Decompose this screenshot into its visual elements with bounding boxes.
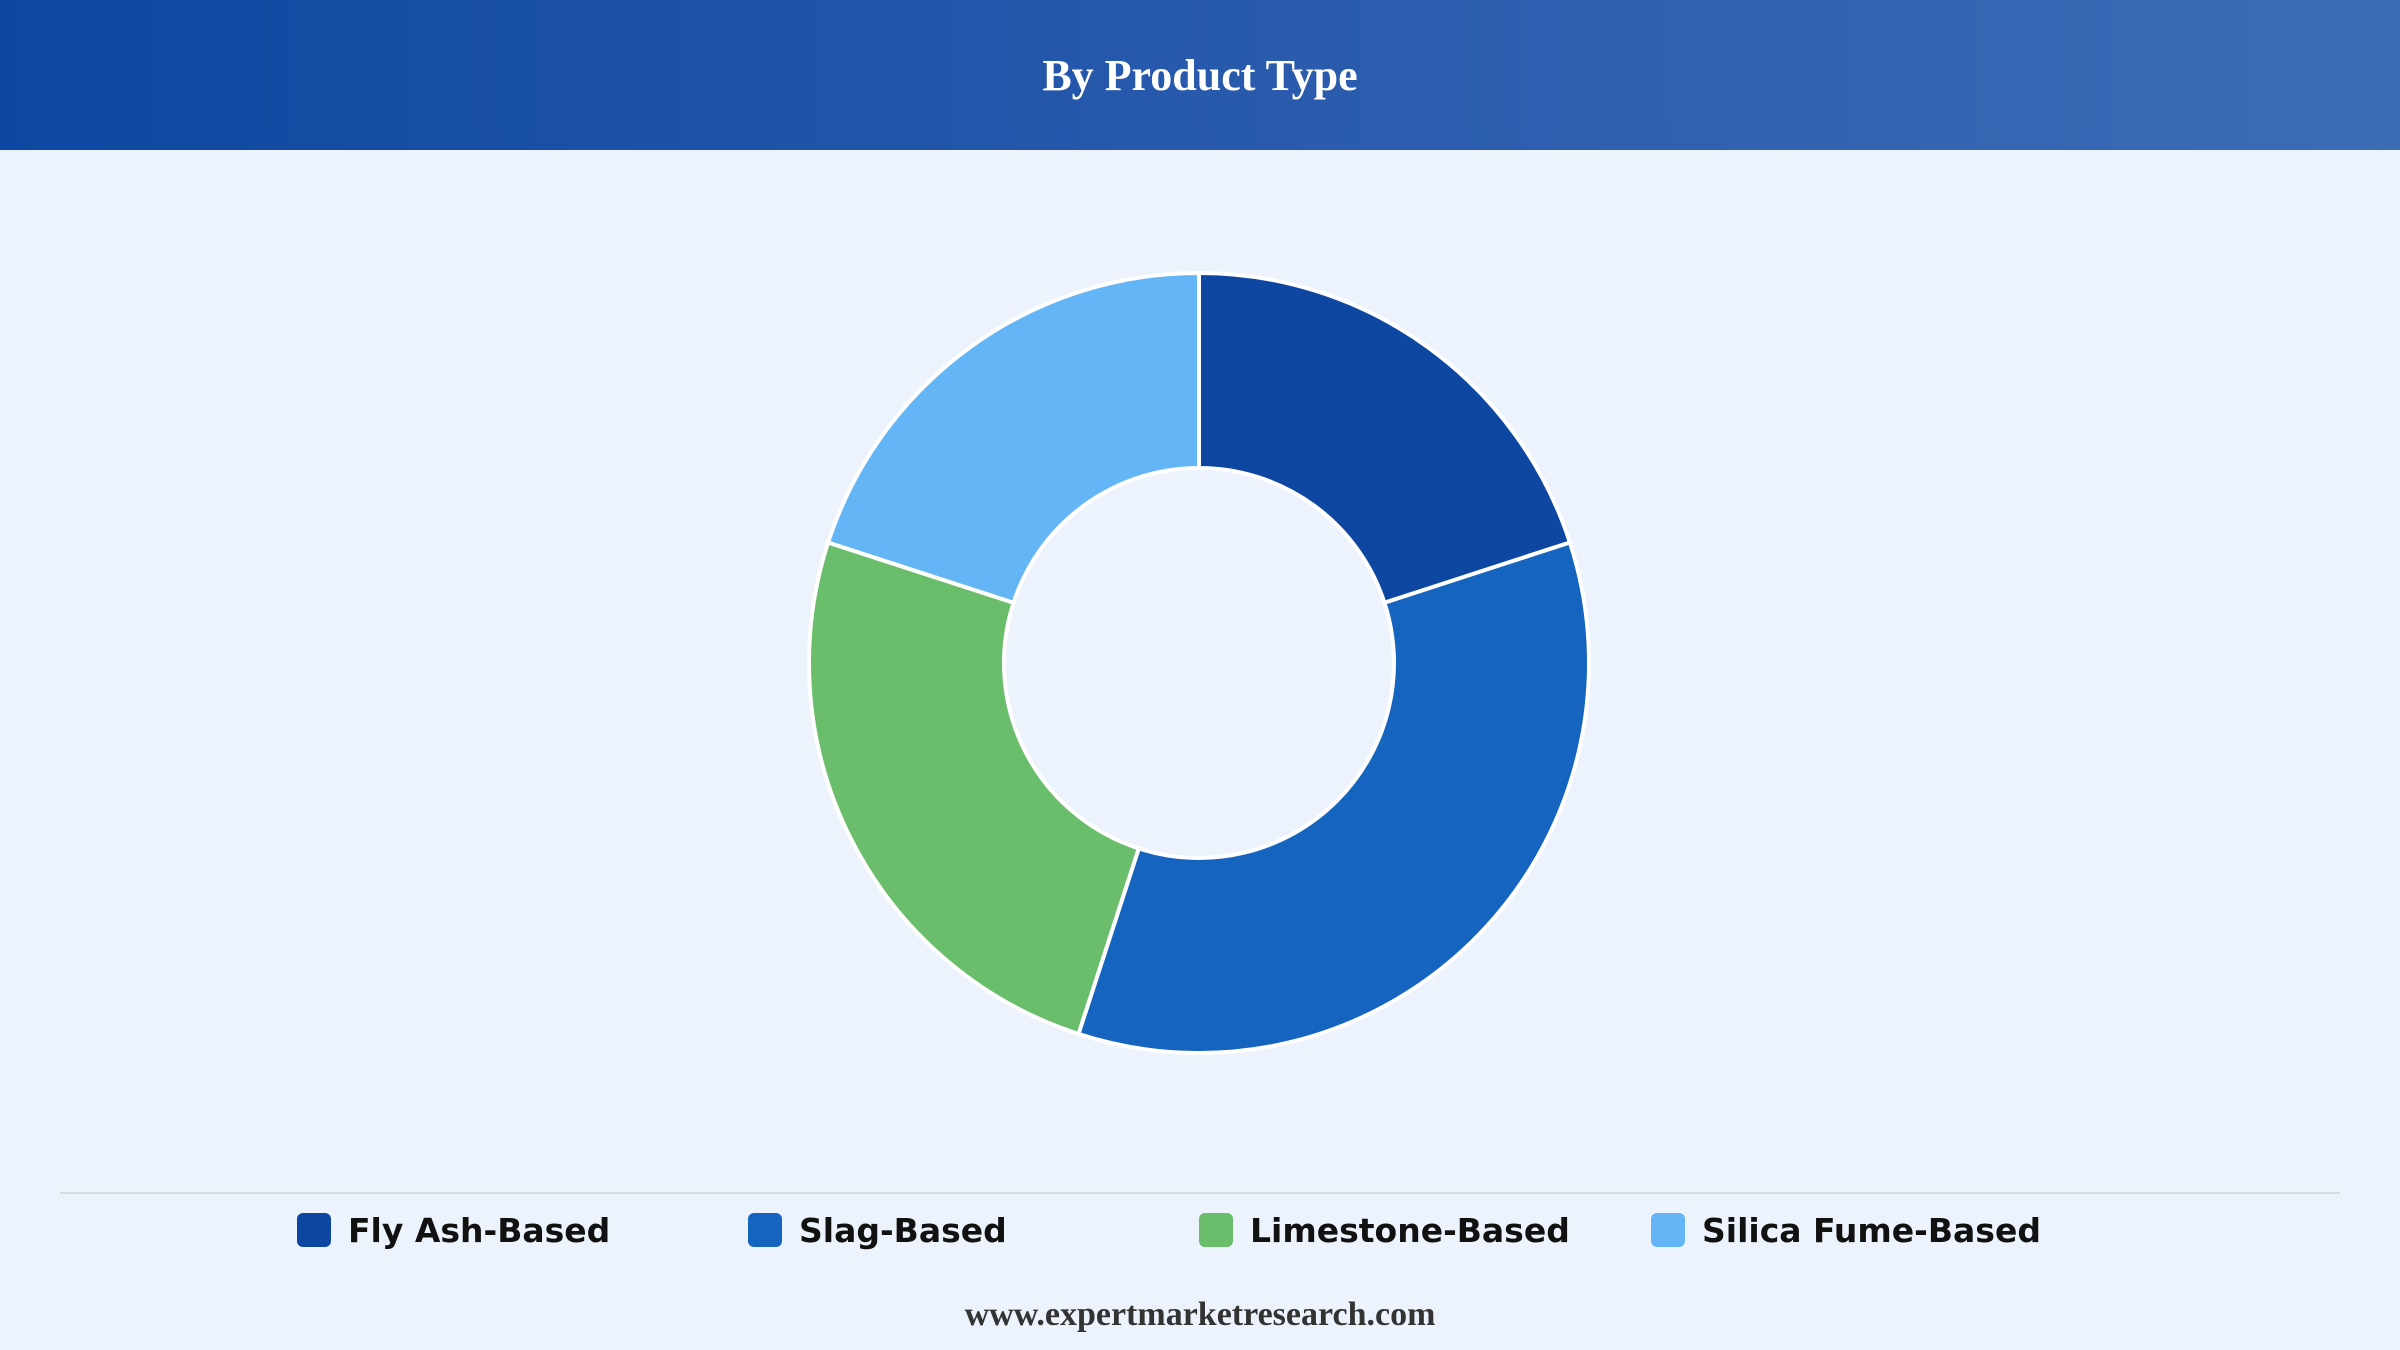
chart-header: By Product Type: [0, 0, 2400, 150]
legend-item-limestone[interactable]: Limestone-Based: [1199, 1208, 1570, 1252]
donut-slice-slag[interactable]: [1075, 539, 1591, 1055]
chart-title: By Product Type: [1042, 50, 1358, 100]
legend-swatch: [1651, 1213, 1685, 1247]
donut-slice-fly-ash[interactable]: [1197, 270, 1573, 606]
donut-slice-silica-fume[interactable]: [825, 270, 1201, 606]
legend-label: Limestone-Based: [1250, 1210, 1570, 1250]
legend-swatch: [748, 1213, 782, 1247]
legend-item-fly-ash[interactable]: Fly Ash-Based: [297, 1208, 610, 1252]
donut-slice-limestone[interactable]: [807, 539, 1142, 1037]
legend-label: Slag-Based: [799, 1210, 1007, 1250]
source-footer: www.expertmarketresearch.com: [964, 1296, 1436, 1333]
legend-label: Silica Fume-Based: [1702, 1210, 2041, 1250]
chart-legend: Fly Ash-Based Slag-Based Limestone-Based…: [0, 1208, 2400, 1252]
legend-item-slag[interactable]: Slag-Based: [748, 1208, 1007, 1252]
legend-label: Fly Ash-Based: [348, 1210, 611, 1250]
legend-swatch: [297, 1213, 331, 1247]
legend-item-silica-fume[interactable]: Silica Fume-Based: [1651, 1208, 2041, 1252]
legend-divider: [60, 1192, 2340, 1194]
donut-chart: [807, 270, 1591, 1055]
chart-area: [0, 150, 2400, 1190]
legend-swatch: [1199, 1213, 1233, 1247]
